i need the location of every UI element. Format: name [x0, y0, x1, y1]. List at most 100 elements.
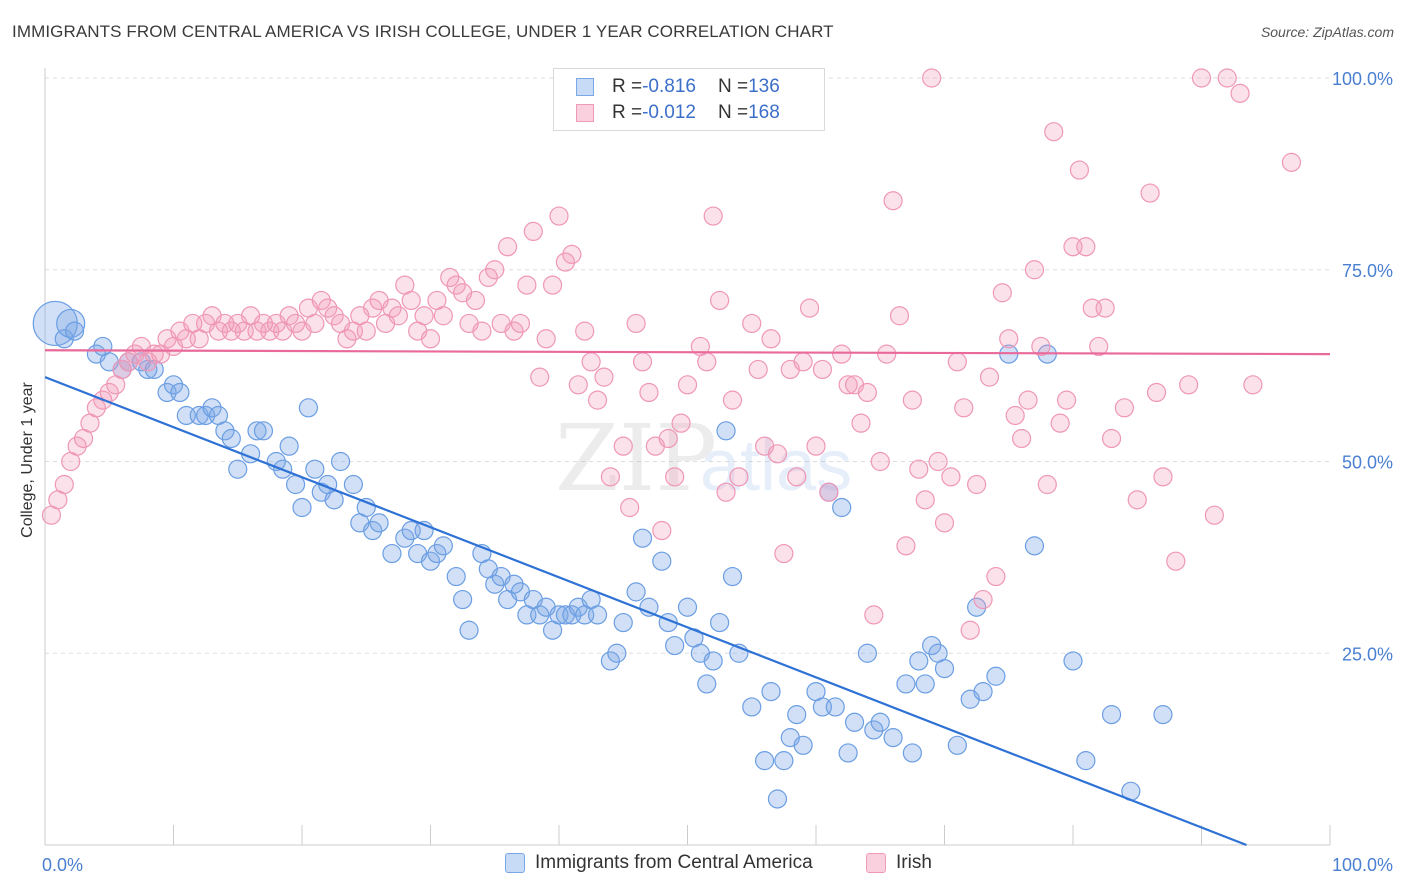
point-irish — [626, 313, 646, 334]
point-central-america — [215, 421, 235, 441]
point-irish — [703, 206, 723, 226]
legend-n-value: 136 — [748, 76, 780, 97]
legend-row-central-america: R = -0.816 N = 136 — [576, 75, 780, 99]
point-irish — [587, 390, 608, 410]
y-tick-label: 50.0% — [1342, 453, 1393, 473]
point-central-america — [915, 674, 935, 694]
point-irish — [954, 398, 974, 418]
legend-item-irish[interactable]: Irish — [866, 852, 932, 874]
point-irish — [677, 375, 698, 395]
series-legend: Immigrants from Central America Irish — [0, 852, 1406, 878]
point-central-america — [587, 605, 608, 625]
point-irish — [1024, 260, 1045, 280]
point-irish — [883, 191, 903, 211]
point-irish — [960, 620, 980, 640]
point-irish — [979, 367, 1000, 387]
legend-label: Immigrants from Central America — [535, 852, 813, 873]
legend-n-label: N = — [717, 102, 749, 123]
point-central-america — [202, 398, 222, 418]
point-central-america — [1153, 705, 1173, 725]
point-irish — [947, 352, 967, 372]
point-irish — [1230, 83, 1250, 103]
point-irish — [729, 467, 749, 487]
point-central-america — [279, 436, 299, 456]
legend-r-label: R = — [612, 76, 643, 97]
point-irish — [504, 321, 524, 341]
point-central-america — [767, 789, 788, 809]
point-irish — [889, 306, 910, 326]
point-irish — [652, 520, 672, 541]
point-central-america — [330, 451, 351, 472]
point-irish — [1050, 413, 1070, 433]
legend-swatch-pink — [866, 853, 886, 873]
point-irish — [118, 352, 139, 372]
trend-line-central-america — [44, 376, 1247, 847]
point-irish — [498, 237, 518, 257]
point-central-america — [1063, 651, 1083, 671]
point-irish — [285, 313, 306, 334]
watermark: ZIP atlas — [555, 405, 852, 512]
point-central-america — [710, 612, 730, 633]
stats-legend: R = -0.816 N = 136 R = -0.012 N = 168 — [553, 68, 825, 131]
point-central-america — [883, 728, 903, 748]
point-irish — [1281, 152, 1302, 172]
source-credit: Source: ZipAtlas.com — [1260, 24, 1394, 40]
point-irish — [318, 298, 338, 318]
legend-item-central-america[interactable]: Immigrants from Central America — [505, 852, 813, 874]
legend-row-irish: R = -0.012 N = 168 — [576, 101, 780, 125]
point-irish — [793, 352, 813, 372]
trend-line-irish — [44, 349, 1331, 356]
point-central-america — [626, 582, 646, 602]
point-central-america — [652, 551, 672, 571]
y-tick-label: 100.0% — [1332, 69, 1393, 89]
point-central-america — [343, 474, 363, 495]
point-irish — [1056, 390, 1077, 410]
point-central-america — [864, 720, 884, 740]
point-irish — [1037, 474, 1057, 495]
point-irish — [928, 451, 948, 472]
point-central-america — [247, 421, 267, 441]
point-irish — [620, 497, 640, 518]
point-central-america — [832, 497, 852, 518]
legend-n-value: 168 — [748, 102, 780, 123]
point-central-america — [838, 743, 858, 763]
point-central-america — [1024, 536, 1045, 556]
point-irish — [414, 306, 434, 326]
point-irish — [1018, 390, 1038, 410]
point-irish — [1031, 336, 1051, 357]
point-irish — [973, 589, 993, 610]
x-tick-label: 0.0% — [42, 855, 83, 875]
point-central-america — [742, 697, 762, 717]
point-central-america — [844, 712, 865, 732]
point-central-america — [221, 428, 241, 449]
point-central-america — [909, 651, 929, 671]
point-irish — [665, 467, 685, 487]
axes — [44, 68, 1331, 846]
point-central-america — [395, 528, 415, 548]
point-irish — [857, 382, 878, 403]
point-central-america — [600, 651, 621, 671]
point-irish — [510, 313, 531, 334]
point-irish — [812, 359, 833, 380]
point-irish — [992, 283, 1012, 303]
trend-lines — [44, 349, 1331, 847]
point-irish — [523, 221, 543, 241]
x-tick-label: 100.0% — [1332, 855, 1393, 875]
point-irish — [67, 436, 87, 456]
point-irish — [549, 206, 569, 226]
point-irish — [967, 474, 987, 495]
point-irish — [363, 298, 383, 318]
legend-r-value: -0.012 — [642, 102, 696, 123]
point-central-america — [677, 597, 698, 617]
point-irish — [356, 321, 376, 341]
point-central-america — [870, 712, 890, 732]
point-irish — [54, 474, 74, 495]
point-central-america — [665, 635, 685, 656]
point-central-america — [857, 643, 878, 663]
point-irish — [401, 290, 421, 311]
point-central-america — [324, 490, 344, 510]
point-central-america — [163, 375, 184, 395]
point-irish — [1166, 551, 1186, 571]
point-central-america — [420, 551, 441, 571]
point-irish — [1069, 160, 1090, 180]
